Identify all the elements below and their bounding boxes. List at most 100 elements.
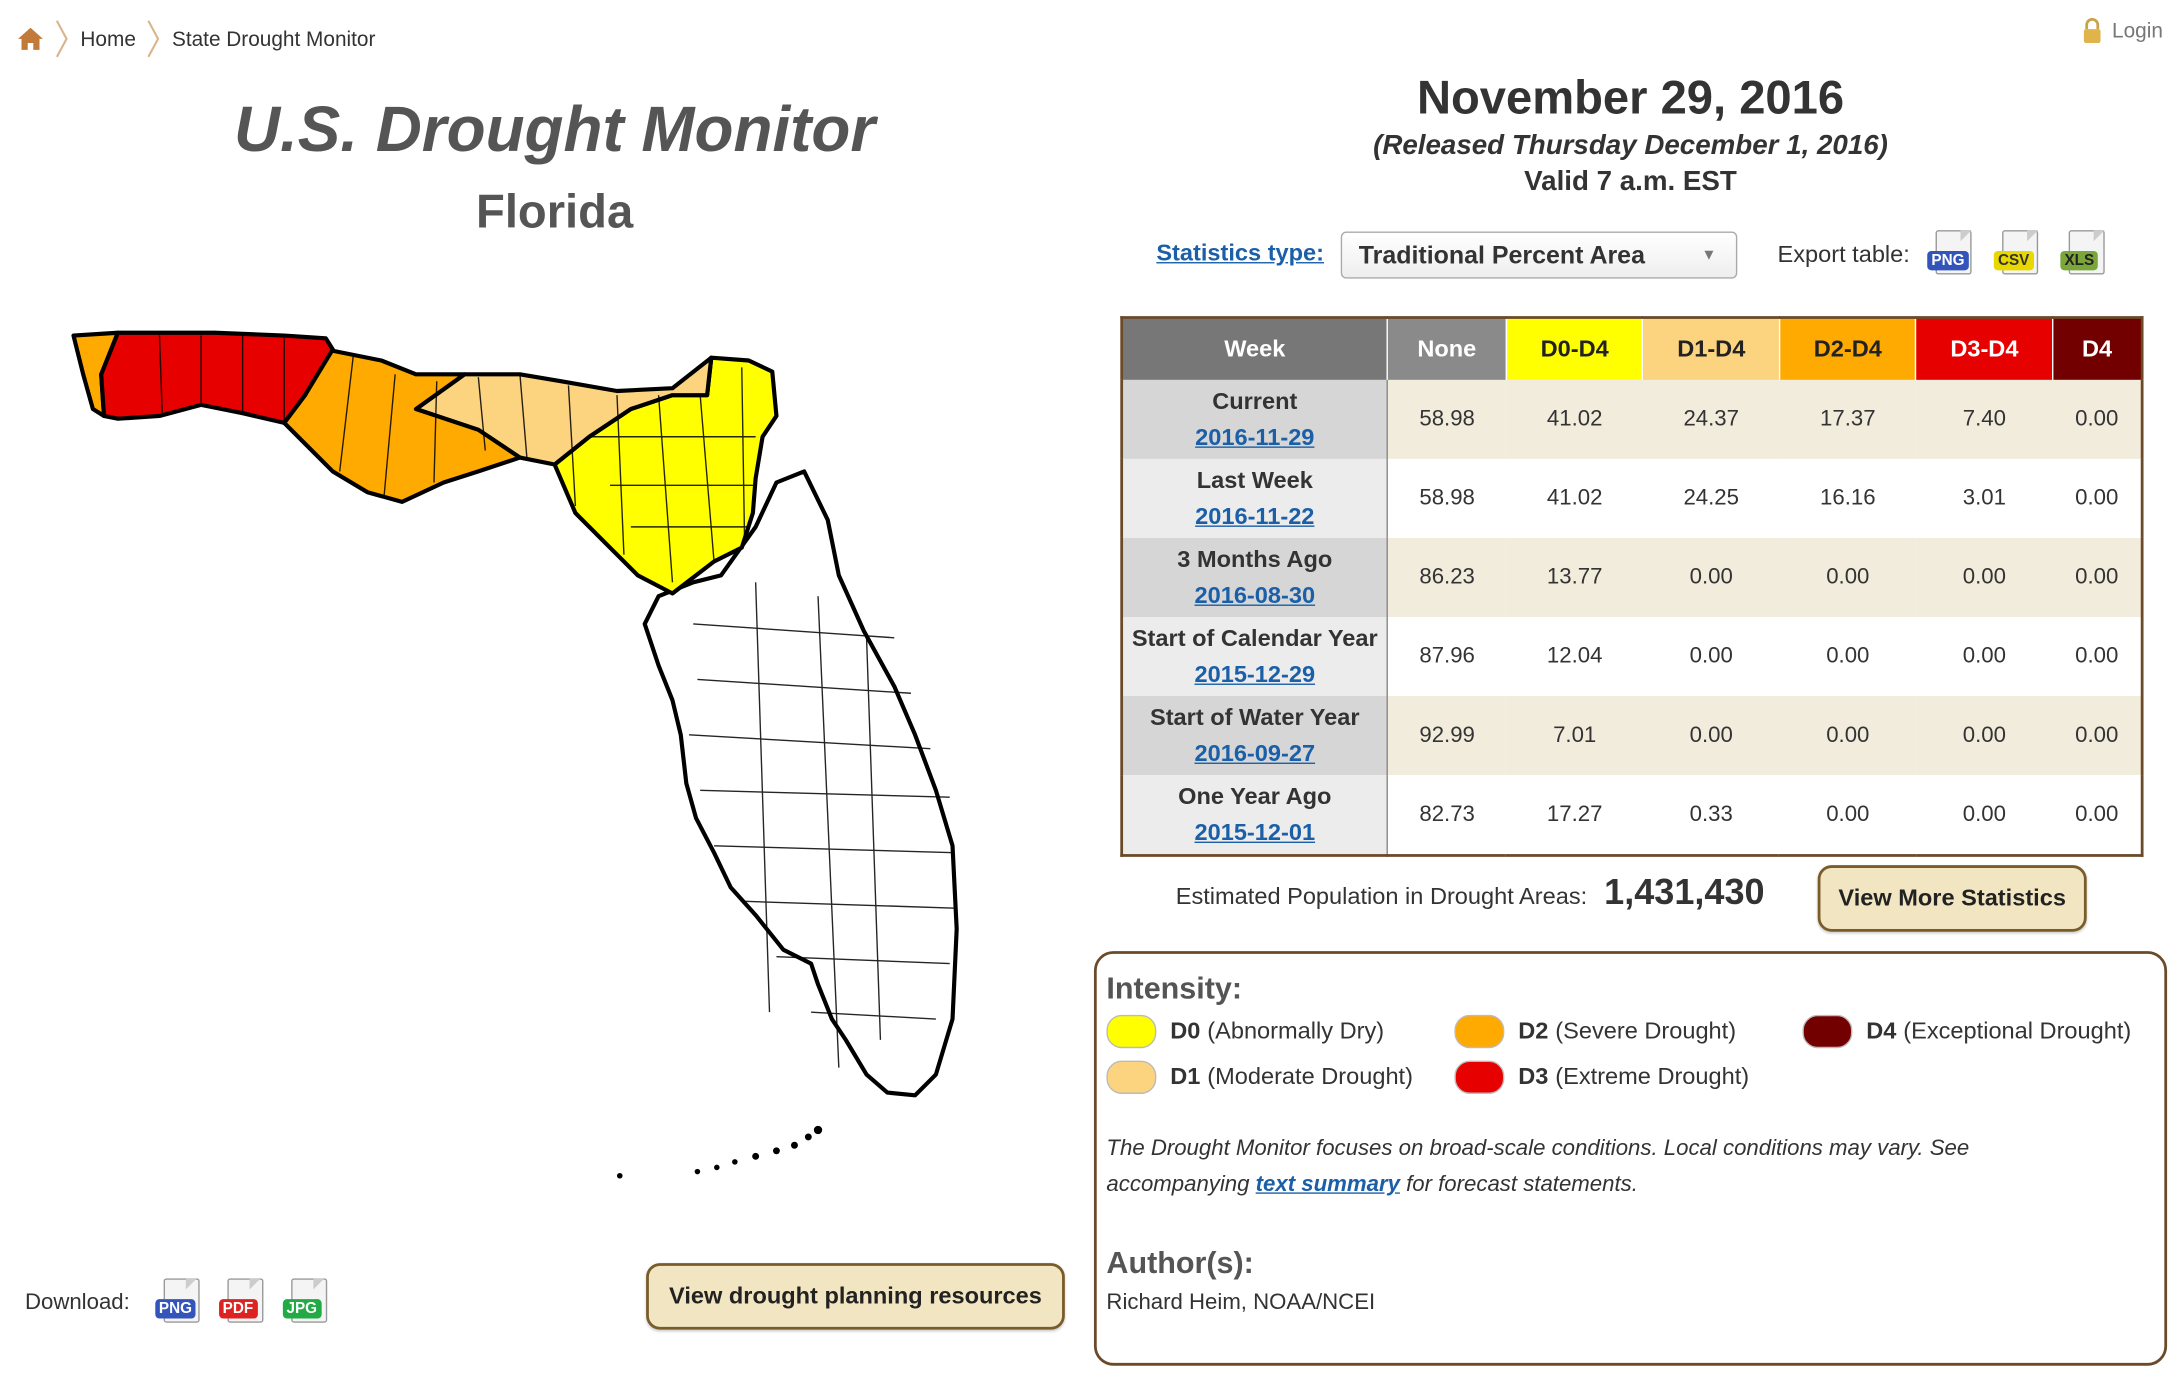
row-date-link[interactable]: 2015-12-01 bbox=[1194, 818, 1316, 846]
table-cell: 3.01 bbox=[1916, 458, 2053, 538]
valid-time: Valid 7 a.m. EST bbox=[1524, 166, 1737, 197]
dropdown-arrow-icon: ▼ bbox=[1701, 246, 1717, 264]
legend-item-d1: D1 (Moderate Drought) bbox=[1106, 1060, 1413, 1094]
table-cell: 16.16 bbox=[1779, 458, 1917, 538]
table-cell: 0.00 bbox=[1779, 775, 1917, 856]
table-row: Last Week 2016-11-22 58.98 41.02 24.25 16.16 3… bbox=[1121, 458, 2143, 538]
planning-resources-button[interactable]: View drought planning resources bbox=[646, 1263, 1065, 1330]
table-cell: 58.98 bbox=[1387, 379, 1507, 459]
login-link[interactable]: Login bbox=[2082, 17, 2163, 45]
table-row: 3 Months Ago 2016-08-30 86.23 13.77 0.00 0.00… bbox=[1121, 537, 2143, 617]
row-date-link[interactable]: 2016-11-22 bbox=[1195, 502, 1315, 529]
row-week-cell: Start of Water Year 2016-09-27 bbox=[1121, 696, 1388, 776]
state-title: Florida bbox=[476, 185, 634, 239]
table-cell: 24.25 bbox=[1642, 458, 1780, 538]
statistics-type-value: Traditional Percent Area bbox=[1358, 240, 1645, 269]
legend-item-d4: D4 (Exceptional Drought) bbox=[1802, 1014, 2131, 1049]
table-cell: 41.02 bbox=[1506, 379, 1643, 459]
col-d4: D4 bbox=[2052, 317, 2143, 380]
table-cell: 0.00 bbox=[1642, 537, 1780, 617]
map-date: November 29, 2016 bbox=[1416, 72, 1845, 125]
row-week-cell: 3 Months Ago 2016-08-30 bbox=[1121, 537, 1388, 617]
table-cell: 87.96 bbox=[1387, 616, 1507, 697]
table-cell: 0.00 bbox=[1916, 537, 2053, 617]
legend-swatch-d3 bbox=[1454, 1060, 1505, 1094]
row-date-link[interactable]: 2016-11-29 bbox=[1195, 423, 1315, 450]
row-label: 3 Months Ago bbox=[1177, 545, 1333, 572]
row-date-link[interactable]: 2015-12-29 bbox=[1194, 660, 1316, 688]
breadcrumb-home-link[interactable]: Home bbox=[80, 27, 136, 51]
download-pdf-icon[interactable]: PDF bbox=[218, 1278, 269, 1328]
table-cell: 17.37 bbox=[1779, 379, 1917, 459]
chevron-right-icon bbox=[55, 20, 68, 58]
population-label: Estimated Population in Drought Areas: bbox=[1175, 883, 1588, 910]
table-cell: 17.27 bbox=[1506, 775, 1643, 856]
author-name: Richard Heim, NOAA/NCEI bbox=[1106, 1290, 1376, 1315]
table-cell: 0.00 bbox=[1642, 696, 1780, 776]
text-summary-link[interactable]: text summary bbox=[1255, 1172, 1400, 1197]
col-none: None bbox=[1387, 317, 1508, 380]
map-region-d3 bbox=[99, 330, 335, 425]
table-cell: 92.99 bbox=[1387, 696, 1507, 776]
legend-swatch-d1 bbox=[1106, 1060, 1157, 1094]
row-week-cell: Start of Calendar Year 2015-12-29 bbox=[1121, 616, 1388, 697]
legend-item-d0: D0 (Abnormally Dry) bbox=[1106, 1014, 1384, 1049]
legend-swatch-d0 bbox=[1106, 1014, 1157, 1049]
table-cell: 0.00 bbox=[2052, 696, 2143, 776]
map-region-d1 bbox=[413, 355, 714, 467]
table-cell: 12.04 bbox=[1506, 616, 1643, 697]
intensity-heading: Intensity: bbox=[1106, 970, 1243, 1006]
table-cell: 0.00 bbox=[2052, 775, 2143, 856]
table-cell: 0.00 bbox=[1916, 775, 2053, 856]
map-region-d2-east bbox=[282, 347, 523, 504]
row-date-link[interactable]: 2016-09-27 bbox=[1194, 739, 1316, 767]
row-label: One Year Ago bbox=[1178, 782, 1332, 810]
login-label[interactable]: Login bbox=[2112, 18, 2163, 43]
export-csv-icon[interactable]: CSV bbox=[1993, 230, 2047, 280]
table-cell: 0.00 bbox=[2052, 379, 2143, 459]
legend-item-d2: D2 (Severe Drought) bbox=[1454, 1014, 1736, 1049]
export-icons: PNG CSV XLS bbox=[1927, 230, 2113, 280]
table-cell: 0.00 bbox=[1779, 537, 1917, 617]
table-cell: 0.00 bbox=[1642, 616, 1780, 697]
table-cell: 82.73 bbox=[1387, 775, 1507, 856]
table-cell: 7.01 bbox=[1506, 696, 1643, 776]
download-png-icon[interactable]: PNG bbox=[154, 1278, 205, 1328]
table-cell: 0.00 bbox=[1916, 616, 2053, 697]
legend-swatch-d2 bbox=[1454, 1014, 1505, 1049]
legend-note: The Drought Monitor focuses on broad-sca… bbox=[1106, 1136, 1970, 1197]
breadcrumb-current: State Drought Monitor bbox=[171, 27, 376, 51]
chevron-right-icon bbox=[147, 20, 160, 58]
map-region-none bbox=[642, 469, 959, 1098]
row-week-cell: Current 2016-11-29 bbox=[1121, 379, 1388, 459]
table-row: Current 2016-11-29 58.98 41.02 24.37 17.37 7.4… bbox=[1121, 379, 2143, 459]
row-date-link[interactable]: 2016-08-30 bbox=[1194, 581, 1316, 608]
table-cell: 0.00 bbox=[1779, 616, 1917, 697]
release-date: (Released Thursday December 1, 2016) bbox=[1373, 130, 1888, 161]
table-cell: 0.00 bbox=[2052, 458, 2143, 538]
table-cell: 0.33 bbox=[1642, 775, 1780, 856]
statistics-type-select[interactable]: Traditional Percent Area ▼ bbox=[1340, 231, 1738, 279]
download-row: Download: PNG PDF JPG bbox=[25, 1278, 346, 1328]
export-png-icon[interactable]: PNG bbox=[1927, 230, 1980, 280]
breadcrumb: Home State Drought Monitor bbox=[17, 19, 376, 58]
view-more-statistics-button[interactable]: View More Statistics bbox=[1817, 865, 2087, 932]
export-xls-icon[interactable]: XLS bbox=[2060, 230, 2113, 280]
author-heading: Author(s): bbox=[1106, 1245, 1254, 1280]
table-cell: 24.37 bbox=[1642, 379, 1780, 459]
home-icon[interactable] bbox=[17, 26, 45, 51]
statistics-type-link[interactable]: Statistics type: bbox=[1156, 239, 1325, 267]
col-d3-d4: D3-D4 bbox=[1916, 317, 2054, 380]
table-cell: 86.23 bbox=[1387, 537, 1507, 617]
col-d1-d4: D1-D4 bbox=[1642, 317, 1781, 380]
row-week-cell: Last Week 2016-11-22 bbox=[1121, 458, 1388, 538]
download-jpg-icon[interactable]: JPG bbox=[282, 1278, 332, 1328]
table-cell: 0.00 bbox=[1916, 696, 2053, 776]
download-label: Download: bbox=[24, 1290, 130, 1315]
row-week-cell: One Year Ago 2015-12-01 bbox=[1121, 775, 1388, 856]
table-cell: 13.77 bbox=[1506, 537, 1643, 617]
table-cell: 41.02 bbox=[1506, 458, 1643, 538]
lock-icon bbox=[2084, 18, 2101, 43]
page-title: U.S. Drought Monitor bbox=[233, 92, 876, 165]
